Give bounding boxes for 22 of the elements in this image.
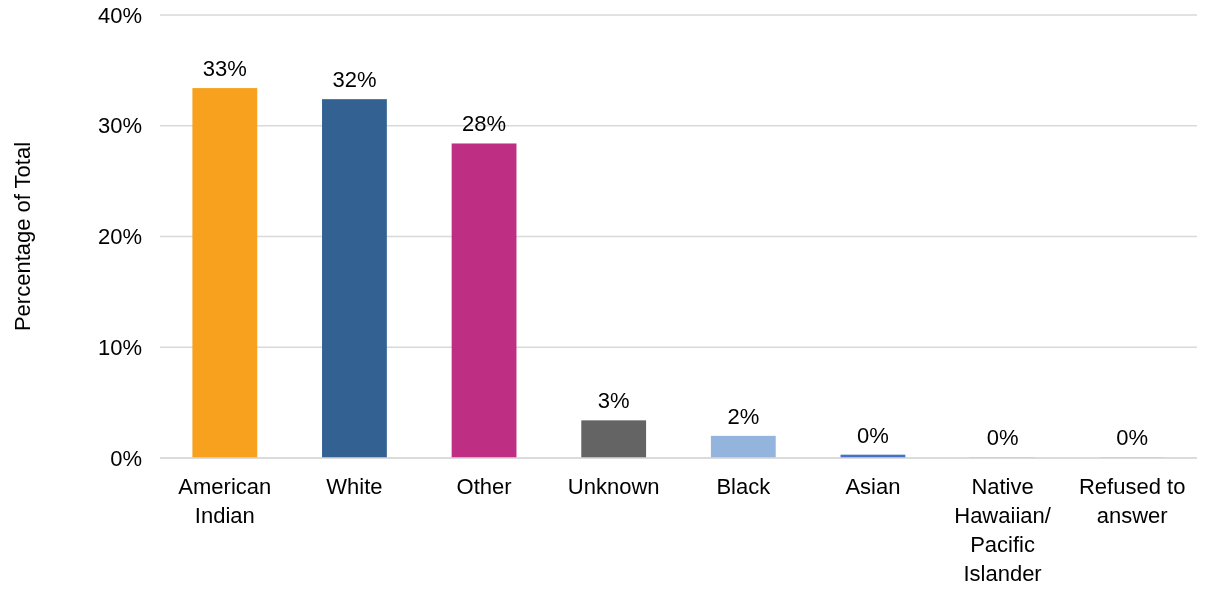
- data-label: 33%: [202, 56, 247, 82]
- y-tick-label: 0%: [110, 445, 142, 471]
- x-tick-label: White: [326, 474, 383, 499]
- data-label: 28%: [462, 111, 507, 137]
- data-label: 3%: [597, 388, 630, 414]
- y-tick-label: 10%: [97, 334, 142, 360]
- x-tick-label: Unknown: [567, 474, 660, 499]
- x-tick-label: American Indian: [178, 474, 272, 528]
- x-tick-label: Other: [456, 474, 512, 499]
- y-axis-title: Percentage of Total: [10, 141, 35, 332]
- data-label: 0%: [857, 422, 889, 448]
- x-tick-label: Native Hawaiian/ Pacific Islander: [954, 474, 1052, 586]
- data-label: 2%: [727, 403, 760, 429]
- x-tick-label: Refused to answer: [1078, 474, 1186, 528]
- y-tick-label: 20%: [97, 224, 142, 250]
- y-tick-label: 40%: [97, 2, 142, 28]
- data-label: 0%: [1116, 425, 1149, 451]
- data-label: 32%: [332, 67, 377, 93]
- y-tick-label: 30%: [97, 113, 142, 139]
- data-label: 0%: [986, 425, 1019, 451]
- x-tick-label: Black: [716, 474, 772, 499]
- x-tick-label: Asian: [845, 474, 901, 499]
